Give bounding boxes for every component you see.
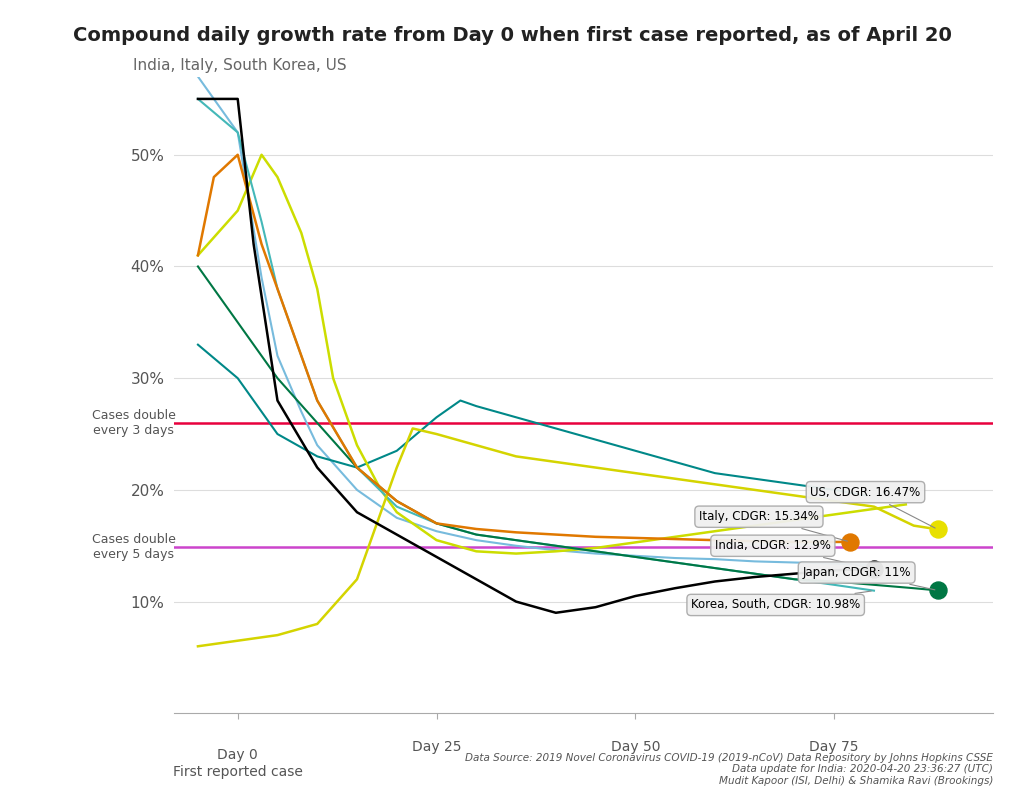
- Point: [930, 584, 946, 597]
- Text: Day 25: Day 25: [412, 740, 461, 754]
- Text: Korea, South, CDGR: 10.98%: Korea, South, CDGR: 10.98%: [691, 591, 871, 612]
- Text: Day 0
First reported case: Day 0 First reported case: [173, 748, 303, 779]
- Text: US, CDGR: 16.47%: US, CDGR: 16.47%: [810, 486, 935, 528]
- Point: [842, 535, 858, 548]
- Text: India, CDGR: 12.9%: India, CDGR: 12.9%: [715, 539, 871, 568]
- Text: Compound daily growth rate from Day 0 when first case reported, as of April 20: Compound daily growth rate from Day 0 wh…: [73, 26, 951, 45]
- Text: Data Source: 2019 Novel Coronavirus COVID-19 (2019-nCoV) Data Repository by John: Data Source: 2019 Novel Coronavirus COVI…: [465, 753, 993, 786]
- Text: Cases double
every 5 days: Cases double every 5 days: [92, 534, 176, 561]
- Text: Japan, CDGR: 11%: Japan, CDGR: 11%: [803, 566, 935, 590]
- Text: Day 50: Day 50: [610, 740, 660, 754]
- Text: Day 75: Day 75: [809, 740, 859, 754]
- Text: India, Italy, South Korea, US: India, Italy, South Korea, US: [133, 58, 347, 73]
- Text: Italy, CDGR: 15.34%: Italy, CDGR: 15.34%: [699, 510, 848, 541]
- Point: [865, 563, 882, 575]
- Point: [930, 523, 946, 536]
- Text: Cases double
every 3 days: Cases double every 3 days: [92, 409, 176, 437]
